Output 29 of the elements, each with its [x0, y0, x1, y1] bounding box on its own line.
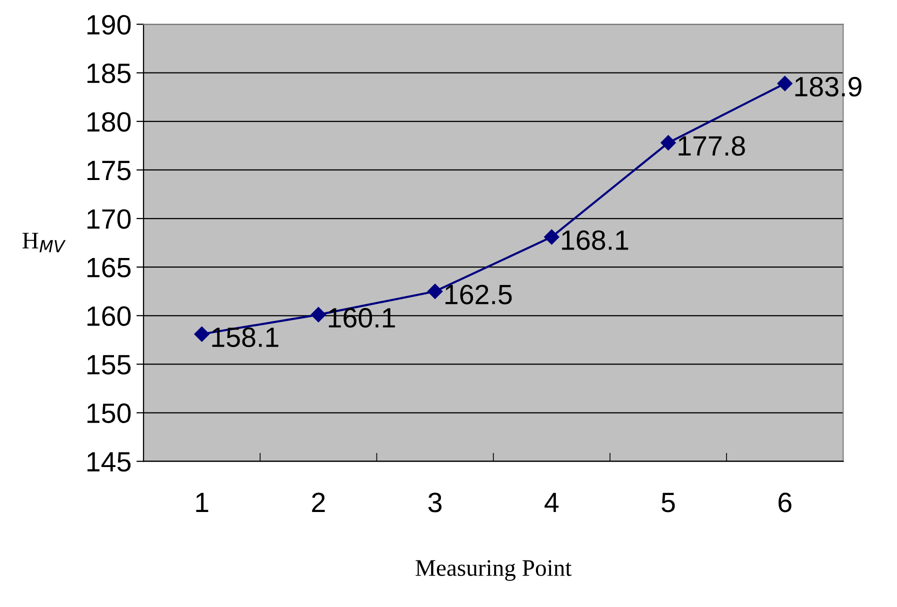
y-tick-label: 170 [87, 209, 131, 229]
x-axis-title: Measuring Point [416, 560, 572, 581]
y-tick-label: 180 [87, 112, 131, 132]
y-tick-label: 165 [87, 258, 131, 278]
point [660, 135, 676, 150]
data-label: 168.1 [562, 230, 628, 250]
y-tick-label: 160 [87, 306, 131, 326]
x-tick-label: 1 [196, 492, 208, 512]
y-tick-label: 155 [87, 355, 131, 375]
data-label: 158.1 [212, 327, 278, 348]
y-tick-label: 150 [87, 403, 131, 424]
point [544, 229, 560, 245]
x-tick-label: 5 [662, 492, 675, 512]
y-tick-label: 190 [87, 14, 131, 35]
point [194, 326, 210, 342]
data-label: 183.9 [795, 76, 862, 97]
y-tick-label: 145 [87, 452, 131, 472]
data-label: 177.8 [678, 136, 745, 156]
data-label: 162.5 [445, 284, 512, 304]
point [427, 284, 443, 299]
y-tick-label: 175 [87, 160, 131, 180]
x-tick-label: 4 [544, 492, 559, 512]
x-tick-label: 3 [428, 492, 442, 512]
y-axis-title: H$_{MV}$ [22, 232, 66, 252]
point [777, 76, 792, 92]
y-tick-label: 185 [87, 64, 131, 84]
x-tick-label: 2 [312, 492, 325, 512]
point [310, 307, 326, 322]
x-tick-label: 6 [778, 492, 792, 512]
